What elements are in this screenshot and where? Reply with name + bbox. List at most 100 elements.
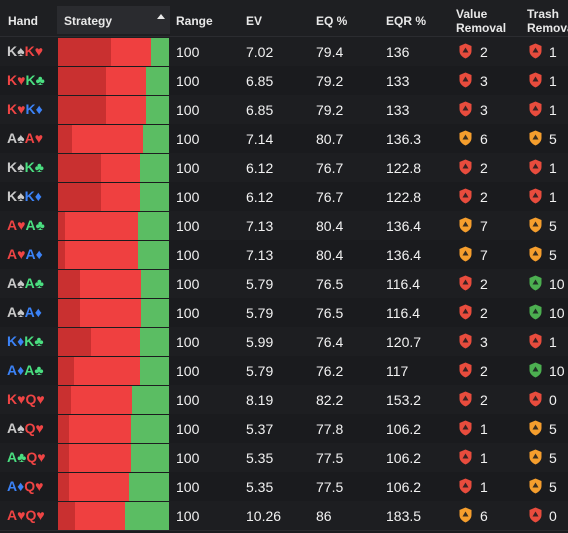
card-rank: A [7, 217, 18, 233]
table-row[interactable]: A♥Q♥ 100 10.26 86 183.5 6 0 [0, 501, 568, 531]
card-club: A♣ [7, 449, 26, 465]
diamond-suit-icon: ♦ [35, 246, 43, 262]
table-row[interactable]: A♠A♦ 100 5.79 76.5 116.4 2 10 [0, 298, 568, 328]
heart-suit-icon: ♥ [17, 217, 26, 233]
ev-cell: 6.85 [246, 102, 274, 118]
shield-icon [459, 159, 472, 175]
eqr-cell: 133 [386, 102, 410, 118]
table-row[interactable]: K♦K♣ 100 5.99 76.4 120.7 3 1 [0, 327, 568, 357]
card-spade: A♠ [7, 420, 25, 436]
column-header-value-removal-line1[interactable]: Value [456, 7, 488, 21]
hand-cell: A♦A♣ [7, 362, 44, 378]
card-rank: A [7, 362, 18, 378]
strategy-seg-dark-red [58, 38, 112, 66]
table-row[interactable]: A♣Q♥ 100 5.35 77.5 106.2 1 5 [0, 443, 568, 473]
range-cell: 100 [176, 334, 200, 350]
column-header-ev[interactable]: EV [246, 14, 263, 28]
column-header-strategy[interactable]: Strategy [64, 14, 113, 28]
card-rank: K [7, 391, 18, 407]
strategy-bar [58, 386, 169, 414]
spade-suit-icon: ♠ [17, 130, 25, 146]
hand-cell: A♠A♣ [7, 275, 44, 291]
table-row[interactable]: A♠Q♥ 100 5.37 77.8 106.2 1 5 [0, 414, 568, 444]
card-diamond: A♦ [25, 304, 42, 320]
column-header-range[interactable]: Range [176, 14, 213, 28]
ev-cell: 7.13 [246, 247, 274, 263]
shield-icon [459, 333, 472, 349]
trash-removal-cell: 10 [549, 305, 565, 321]
hand-cell: K♠K♣ [7, 159, 44, 175]
heart-suit-icon: ♥ [35, 478, 44, 494]
table-row[interactable]: A♠A♥ 100 7.14 80.7 136.3 6 5 [0, 124, 568, 154]
strategy-seg-red [64, 241, 138, 269]
hand-cell: K♠K♦ [7, 188, 42, 204]
table-row[interactable]: K♠K♦ 100 6.12 76.7 122.8 2 1 [0, 182, 568, 212]
table-row[interactable]: K♠K♣ 100 6.12 76.7 122.8 2 1 [0, 153, 568, 183]
value-removal-cell: 1 [480, 450, 488, 466]
ev-cell: 5.37 [246, 421, 274, 437]
hand-cell: K♥K♦ [7, 101, 43, 117]
card-rank: A [24, 362, 35, 378]
column-header-trash-removal-line2[interactable]: Remova [527, 21, 568, 35]
card-club: K♣ [24, 333, 43, 349]
shield-icon [529, 304, 542, 320]
table-row[interactable]: K♠K♥ 100 7.02 79.4 136 2 1 [0, 37, 568, 67]
strategy-seg-red [64, 212, 138, 240]
card-spade: A♠ [7, 275, 25, 291]
ev-cell: 7.14 [246, 131, 274, 147]
strategy-seg-green [140, 154, 169, 182]
column-header-hand[interactable]: Hand [8, 14, 38, 28]
card-heart: Q♥ [25, 420, 44, 436]
trash-removal-cell: 0 [549, 508, 557, 524]
strategy-seg-dark-red [58, 241, 65, 269]
diamond-suit-icon: ♦ [17, 333, 25, 349]
heart-suit-icon: ♥ [17, 246, 26, 262]
diamond-suit-icon: ♦ [17, 478, 25, 494]
table-row[interactable]: A♠A♣ 100 5.79 76.5 116.4 2 10 [0, 269, 568, 299]
trash-removal-cell: 0 [549, 392, 557, 408]
shield-icon [529, 217, 542, 233]
strategy-seg-dark-red [58, 67, 106, 95]
strategy-seg-green [145, 67, 169, 95]
shield-icon [529, 362, 542, 378]
spade-suit-icon: ♠ [17, 188, 25, 204]
strategy-seg-dark-red [58, 415, 70, 443]
table-row[interactable]: A♥A♦ 100 7.13 80.4 136.4 7 5 [0, 240, 568, 270]
shield-icon [459, 188, 472, 204]
card-rank: K [25, 101, 36, 117]
table-row[interactable]: A♦A♣ 100 5.79 76.2 117 2 10 [0, 356, 568, 386]
card-rank: A [24, 275, 35, 291]
card-diamond: A♦ [7, 478, 24, 494]
range-cell: 100 [176, 73, 200, 89]
heart-suit-icon: ♥ [36, 507, 45, 523]
ev-cell: 5.35 [246, 450, 274, 466]
column-header-eqr[interactable]: EQR % [386, 14, 427, 28]
eqr-cell: 133 [386, 73, 410, 89]
column-header-eq[interactable]: EQ % [316, 14, 348, 28]
shield-icon [459, 391, 472, 407]
strategy-seg-green [145, 96, 169, 124]
column-header-value-removal-line2[interactable]: Removal [456, 21, 507, 35]
strategy-seg-dark-red [58, 444, 70, 472]
card-diamond: K♦ [25, 101, 42, 117]
table-row[interactable]: A♦Q♥ 100 5.35 77.5 106.2 1 5 [0, 472, 568, 502]
strategy-seg-dark-red [58, 125, 73, 153]
shield-icon [459, 420, 472, 436]
table-row[interactable]: A♥A♣ 100 7.13 80.4 136.4 7 5 [0, 211, 568, 241]
eqr-cell: 136 [386, 44, 410, 60]
club-suit-icon: ♣ [35, 217, 45, 233]
table-row[interactable]: K♥K♣ 100 6.85 79.2 133 3 1 [0, 66, 568, 96]
strategy-seg-dark-red [58, 212, 65, 240]
column-header-trash-removal-line1[interactable]: Trash [527, 7, 560, 21]
table-header: Hand Strategy Range EV EQ % EQR % Value … [0, 0, 568, 37]
shield-icon [459, 304, 472, 320]
sort-ascending-icon[interactable] [157, 14, 165, 19]
strategy-seg-red [105, 67, 146, 95]
hand-cell: A♣Q♥ [7, 449, 46, 465]
strategy-bar [58, 154, 169, 182]
strategy-bar [58, 357, 169, 385]
eq-cell: 80.4 [316, 218, 344, 234]
table-row[interactable]: K♥K♦ 100 6.85 79.2 133 3 1 [0, 95, 568, 125]
table-row[interactable]: K♥Q♥ 100 8.19 82.2 153.2 2 0 [0, 385, 568, 415]
